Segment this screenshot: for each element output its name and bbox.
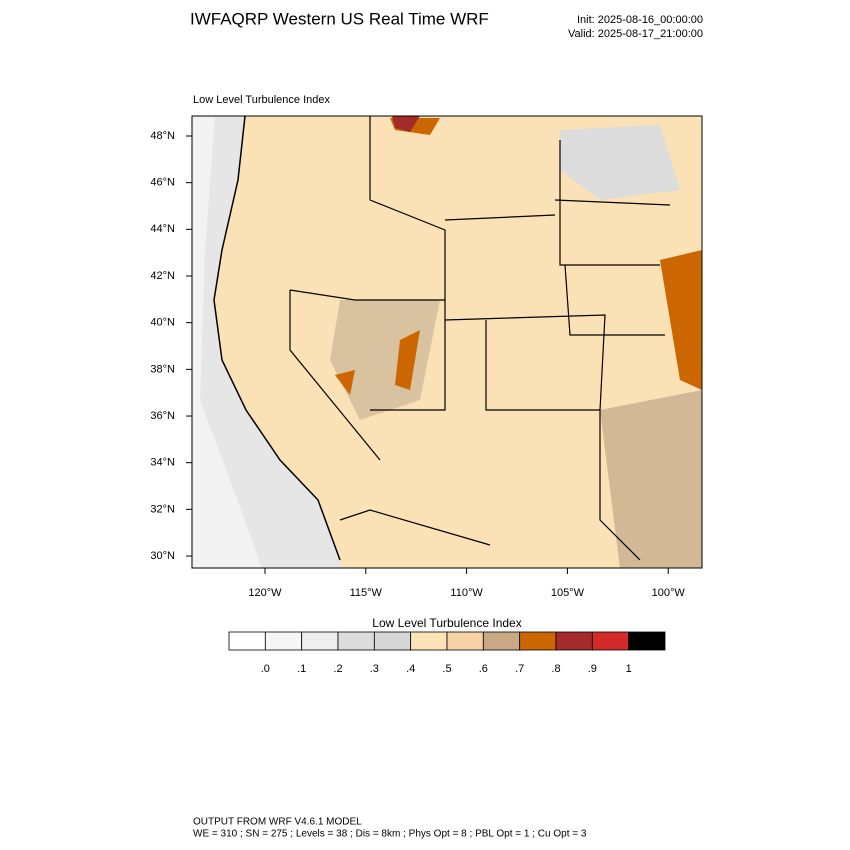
lon-label: 105°W [551,587,585,599]
colorbar-box [337,631,375,651]
map-subtitle: Low Level Turbulence Index [193,94,330,106]
colorbar-label: .1 [297,663,306,675]
lat-label: 30°N [150,550,175,562]
lat-label: 38°N [150,363,175,375]
colorbar-label: .7 [515,663,524,675]
colorbar-box [591,631,630,651]
colorbar-title: Low Level Turbulence Index [372,616,521,630]
colorbar-box [519,631,557,651]
red-region [392,116,420,132]
colorbar-label: .3 [370,663,379,675]
colorbar-label: .5 [442,663,451,675]
map [191,115,703,569]
lat-label: 46°N [150,177,175,189]
lat-label: 44°N [150,223,175,235]
ocean [192,116,342,568]
title: IWFAQRP Western US Real Time WRF [190,9,489,28]
colorbar-box [264,631,303,651]
colorbar-box [301,631,339,651]
lat-label: 32°N [150,503,175,515]
lat-label: 36°N [150,410,175,422]
footer-line: WE = 310 ; SN = 275 ; Levels = 38 ; Dis … [193,829,587,840]
state-borders [289,116,671,561]
lat-label: 48°N [150,130,175,142]
init-time: Init: 2025-08-16_00:00:00 [577,14,703,26]
colorbar-label: .6 [479,663,488,675]
colorbar-box [410,631,448,651]
map-frame [191,115,703,569]
gray-region [560,125,680,200]
lon-label: 110°W [450,587,483,599]
colorbar-box [373,631,412,651]
colorbar-label: .9 [588,663,597,675]
orange-region [660,250,702,390]
lon-label: 100°W [652,587,686,599]
valid-time: Valid: 2025-08-17_21:00:00 [568,28,703,40]
colorbar-box [446,631,484,651]
colorbar-box [228,631,266,651]
colorbar-label: .8 [551,663,560,675]
lon-label: 120°W [248,587,282,599]
brown-region [600,390,702,568]
colorbar-label: .2 [333,663,342,675]
colorbar-label: 1 [626,663,632,675]
lat-label: 42°N [150,270,175,282]
colorbar-box [482,631,521,651]
lon-label: 115°W [350,587,383,599]
ocean-far [192,116,262,568]
colorbar-label: .0 [261,663,270,675]
footer-line: OUTPUT FROM WRF V4.6.1 MODEL [193,817,362,828]
colorbar-box [628,631,666,651]
lat-label: 34°N [150,457,175,469]
coastline [213,115,341,561]
colorbar-box [555,631,593,651]
lat-label: 40°N [150,317,175,329]
brown-region [330,300,440,420]
colorbar-label: .4 [406,663,415,675]
